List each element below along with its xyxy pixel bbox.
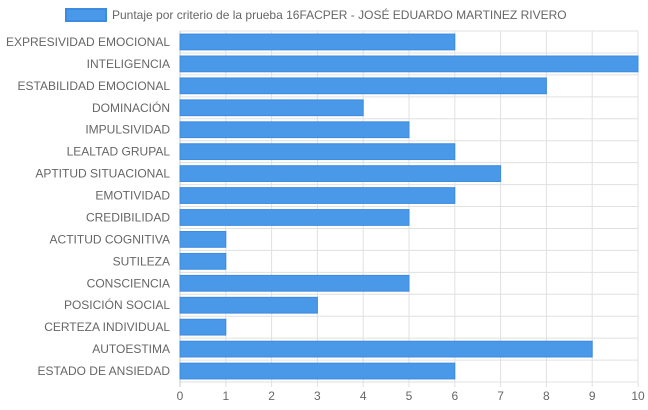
bar (179, 362, 456, 380)
bar (179, 143, 456, 161)
bar (179, 77, 547, 95)
x-tick-label: 8 (543, 389, 550, 403)
category-label: EMOTIVIDAD (95, 189, 170, 203)
x-tick-label: 6 (451, 389, 458, 403)
category-label: CONSCIENCIA (87, 276, 170, 290)
category-label: SUTILEZA (113, 254, 170, 268)
x-tick-label: 3 (314, 389, 321, 403)
legend[interactable]: Puntaje por criterio de la prueba 16FACP… (65, 7, 567, 22)
bar (179, 318, 227, 336)
category-label: INTELIGENCIA (87, 57, 170, 71)
bar (179, 274, 410, 292)
legend-swatch[interactable] (65, 8, 107, 22)
x-tick-label: 4 (360, 389, 367, 403)
bar (179, 55, 639, 73)
category-labels: EXPRESIVIDAD EMOCIONAL INTELIGENCIA ESTABI… (6, 35, 170, 378)
x-tick-label: 10 (631, 389, 645, 403)
x-tick-label: 9 (589, 389, 596, 403)
legend-label[interactable]: Puntaje por criterio de la prueba 16FACP… (112, 7, 567, 22)
category-label: IMPULSIVIDAD (85, 123, 170, 137)
bar (179, 99, 364, 117)
x-tick-labels: 0 1 2 3 4 5 6 7 8 9 10 (177, 389, 645, 403)
bar (179, 165, 502, 182)
bar (179, 187, 456, 204)
bar (179, 121, 410, 139)
x-tick-label: 1 (222, 389, 229, 403)
category-label: CERTEZA INDIVIDUAL (44, 320, 170, 334)
x-tick-label: 0 (177, 389, 184, 403)
category-label: ACTITUD COGNITIVA (50, 232, 170, 246)
bar (179, 340, 593, 358)
x-tick-label: 2 (268, 389, 275, 403)
category-label: ESTABILIDAD EMOCIONAL (18, 79, 171, 93)
bar (179, 231, 227, 248)
grid (179, 30, 639, 387)
category-label: CREDIBILIDAD (86, 210, 170, 224)
category-label: LEALTAD GRUPAL (67, 145, 171, 159)
bar (179, 296, 318, 314)
x-tick-label: 5 (406, 389, 413, 403)
bars (179, 33, 639, 380)
category-label: ESTADO DE ANSIEDAD (38, 364, 171, 378)
x-tick-label: 7 (497, 389, 504, 403)
category-label: AUTOESTIMA (92, 342, 170, 356)
category-label: DOMINACIÓN (92, 100, 170, 115)
category-label: POSICIÓN SOCIAL (64, 297, 170, 312)
category-label: EXPRESIVIDAD EMOCIONAL (6, 35, 170, 49)
bar (179, 252, 227, 270)
bar (179, 33, 456, 51)
bar (179, 209, 410, 226)
category-label: APTITUD SITUACIONAL (35, 167, 170, 181)
